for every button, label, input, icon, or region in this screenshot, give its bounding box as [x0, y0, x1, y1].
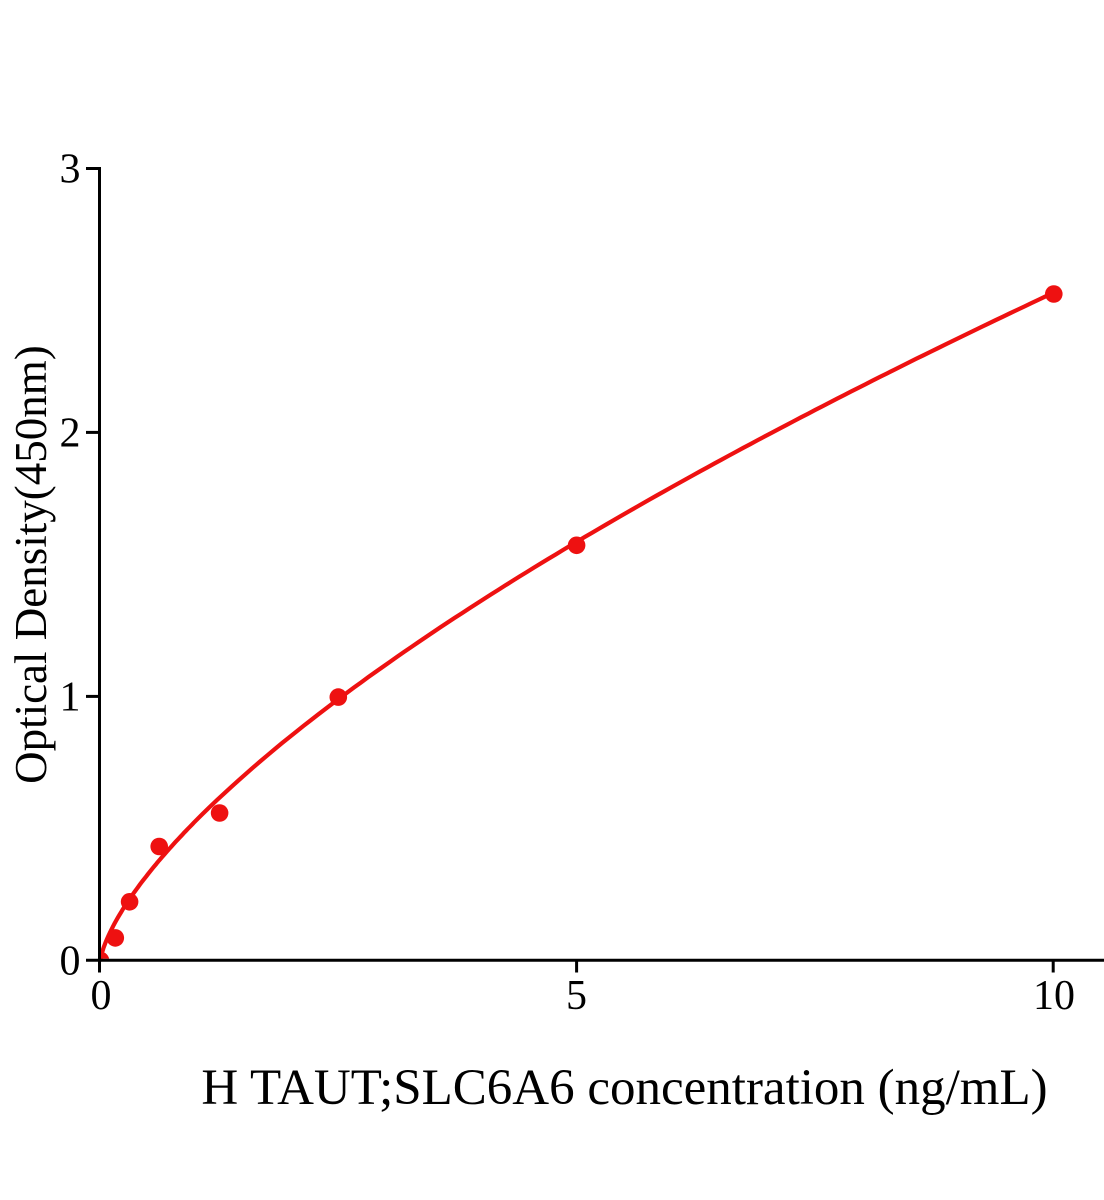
svg-text:3: 3: [60, 147, 81, 193]
svg-text:1: 1: [60, 674, 81, 720]
svg-text:5: 5: [566, 973, 587, 1019]
svg-text:2: 2: [60, 410, 81, 456]
svg-text:0: 0: [60, 938, 81, 984]
svg-text:0: 0: [91, 973, 112, 1019]
svg-text:Optical Density(450nm): Optical Density(450nm): [6, 345, 56, 784]
svg-text:H TAUT;SLC6A6 concentration (n: H TAUT;SLC6A6 concentration (ng/mL): [201, 1060, 1047, 1116]
svg-text:10: 10: [1033, 973, 1075, 1019]
